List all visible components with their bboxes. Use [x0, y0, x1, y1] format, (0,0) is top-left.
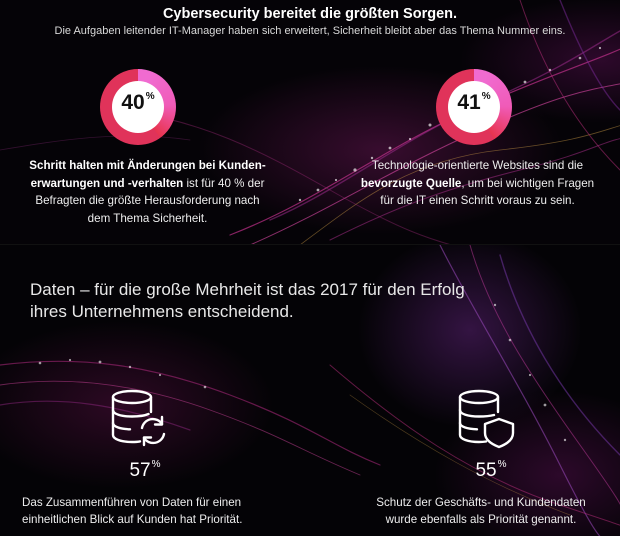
donut-hole	[112, 81, 164, 133]
database-sync-icon	[111, 389, 166, 447]
stat-55: 55%	[475, 459, 507, 481]
donut-right-value: 41%	[457, 91, 491, 114]
section-headline: Daten – für die große Mehrheit ist das 2…	[30, 280, 465, 321]
donut-hole	[448, 81, 500, 133]
stat-left-description: Schritt halten mit Änderungen bei Kunden…	[29, 159, 266, 225]
page-title: Cybersecurity bereitet die größten Sorge…	[162, 6, 458, 22]
data-right-caption: Schutz der Geschäfts- und Kundendaten wu…	[376, 496, 586, 526]
database-shield-icon	[458, 389, 515, 449]
bottom-panel	[0, 245, 620, 536]
page-subtitle: Die Aufgaben leitender IT-Manager haben …	[54, 25, 566, 37]
donut-left: 40%	[100, 69, 176, 145]
stat-57: 57%	[129, 459, 161, 481]
stat-right-description: Technologie-orientierte Websites sind di…	[360, 159, 595, 207]
donut-left-value: 40%	[121, 91, 155, 114]
data-left-caption: Das Zusammenführen von Daten für einen e…	[22, 496, 243, 526]
donut-right: 41%	[436, 69, 512, 145]
top-panel: Cybersecurity bereitet die größten Sorge…	[0, 0, 620, 245]
